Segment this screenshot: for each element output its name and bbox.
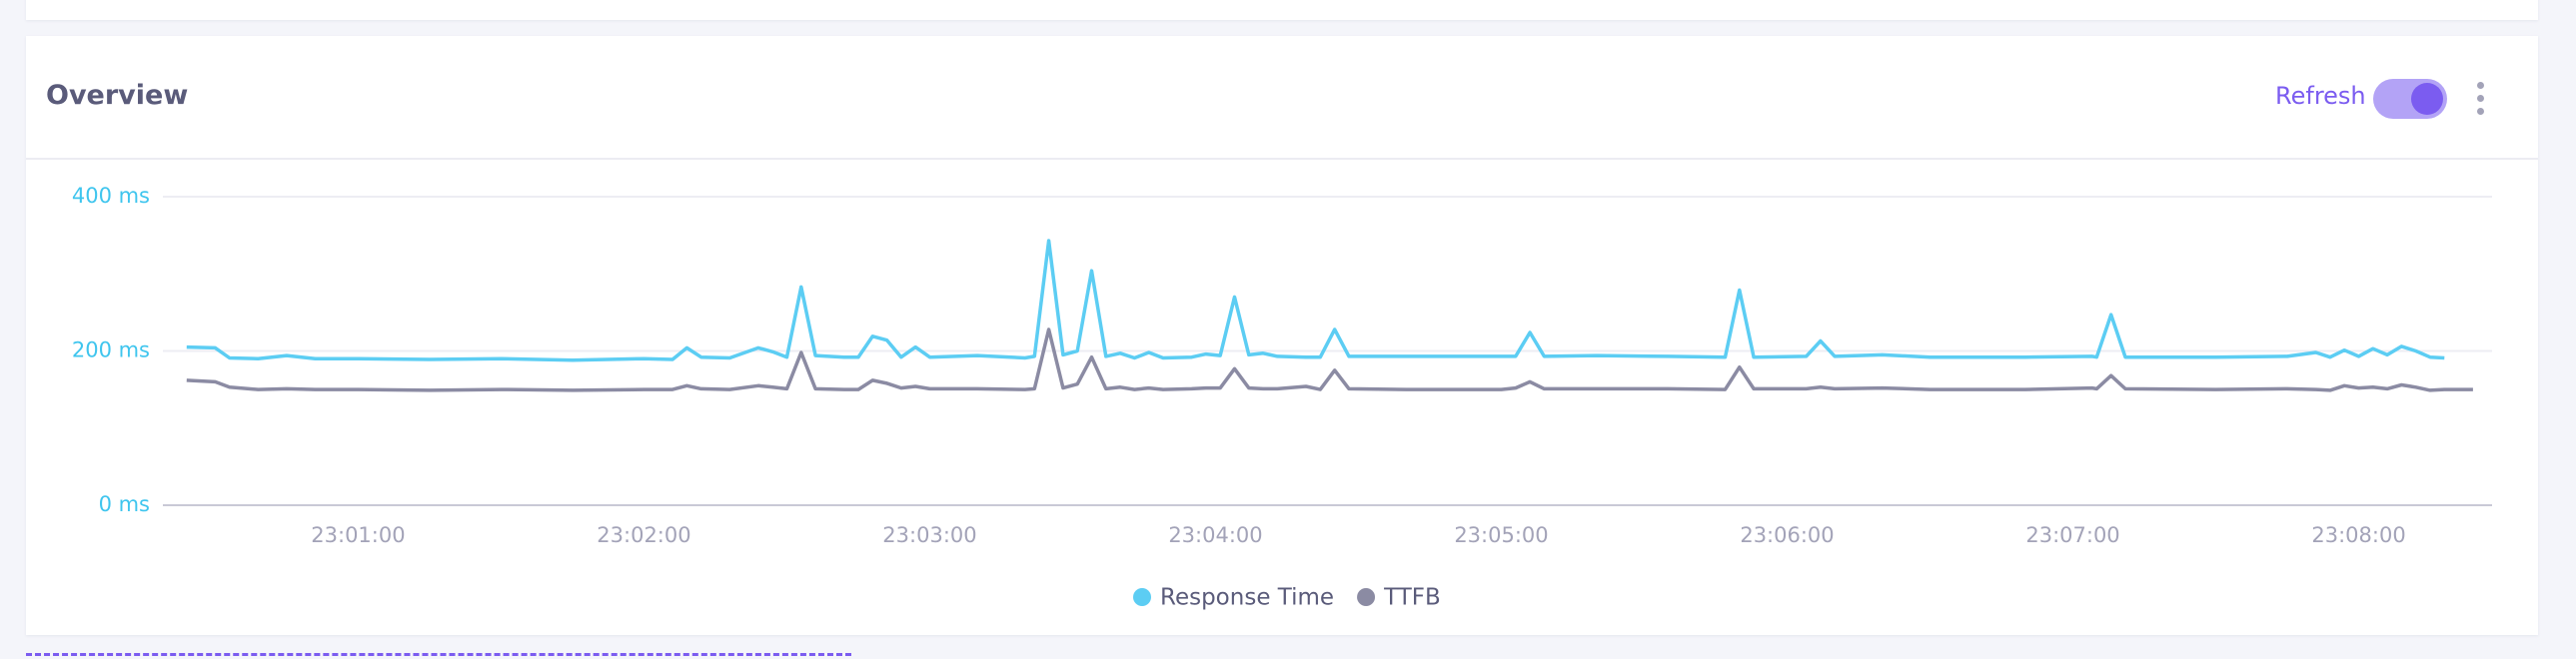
y-tick-label: 200 ms [72,338,150,362]
x-tick-label: 23:02:00 [597,523,690,547]
x-tick-label: 23:06:00 [1740,523,1834,547]
x-tick-label: 23:05:00 [1454,523,1548,547]
menu-button[interactable] [2477,82,2485,116]
y-tick-label: 400 ms [72,184,150,208]
x-tick-label: 23:04:00 [1168,523,1262,547]
legend-label: Response Time [1160,585,1334,611]
previous-card [26,0,2538,20]
refresh-toggle[interactable] [2373,79,2447,119]
series-line [186,328,2473,392]
legend-label: TTFB [1383,585,1441,611]
x-tick-label: 23:03:00 [882,523,976,547]
legend-marker [1357,588,1376,606]
toggle-knob [2411,83,2443,115]
series-line [186,239,2445,362]
refresh-label[interactable]: Refresh [2275,82,2366,110]
card-header: Overview Refresh [26,36,2538,160]
y-tick-label: 0 ms [99,492,150,516]
x-tick-label: 23:07:00 [2025,523,2119,547]
x-tick-label: 23:01:00 [311,523,405,547]
legend-marker [1133,588,1151,606]
card-title: Overview [46,80,189,111]
dashed-divider [26,653,851,656]
x-tick-label: 23:08:00 [2311,523,2405,547]
